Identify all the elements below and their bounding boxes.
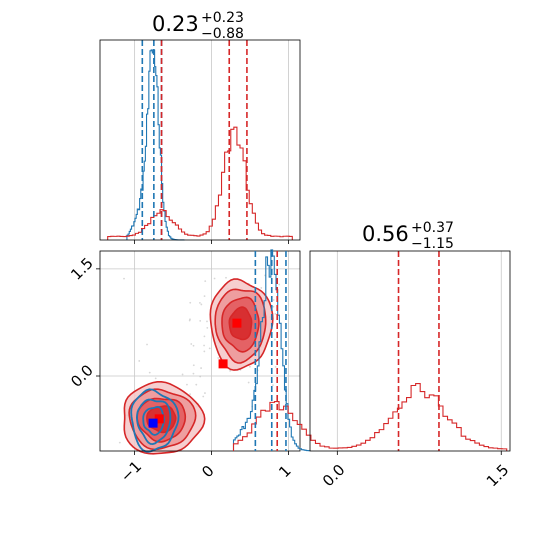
sample-point <box>213 277 216 280</box>
sample-point <box>203 295 206 298</box>
sample-point <box>206 320 208 323</box>
sample-point <box>208 347 211 350</box>
tick-label-joint-x-1: 0 <box>198 462 217 481</box>
sample-point <box>200 367 202 369</box>
marginal-param-2-ticks: 0.0 1.5 <box>319 451 513 490</box>
histogram-blue-param-1 <box>126 49 186 241</box>
marginal-param-2-quantile-lines <box>254 251 440 451</box>
sample-point <box>123 277 125 280</box>
marginal-param-2-grid <box>336 251 502 451</box>
marginal-histogram-param-1: 0.23 +0.23 −0.88 <box>99 10 301 244</box>
sample-point <box>189 393 191 396</box>
marker-marker_red-1 <box>218 359 228 369</box>
sample-point <box>272 299 275 301</box>
sample-point <box>278 283 281 286</box>
marginal-param-2-frame <box>309 250 511 452</box>
contour-blue-level-1 <box>135 398 172 446</box>
joint-markers <box>148 318 242 428</box>
tick-label-right-x-1: 1.5 <box>483 461 513 491</box>
sample-point <box>274 365 277 368</box>
title-param-1-median: 0.23 <box>152 12 199 36</box>
histogram-red-param-1 <box>107 126 293 240</box>
sample-point <box>206 326 209 329</box>
sample-point <box>217 357 220 359</box>
sample-point <box>148 371 151 374</box>
sample-point <box>247 381 250 384</box>
sample-point <box>188 319 191 322</box>
sample-point <box>249 365 251 368</box>
marginal-histogram-param-2: 0.56 +0.37 −1.15 0.0 1.5 <box>232 220 513 490</box>
sample-point <box>203 350 206 353</box>
tick-label-joint-x-2: 1 <box>275 462 294 481</box>
joint-frame <box>99 250 301 452</box>
sample-point <box>195 383 198 386</box>
sample-point <box>200 303 203 306</box>
sample-point <box>154 377 157 380</box>
marginal-param-1-frame <box>99 39 301 241</box>
sample-point <box>192 364 195 367</box>
sample-point <box>204 392 206 394</box>
marker-marker_blue-3 <box>148 418 158 428</box>
tick-label-joint-y-0: 0.0 <box>67 361 97 391</box>
marginal-param-2-histograms <box>232 249 508 452</box>
sample-point <box>199 319 202 322</box>
sample-point <box>199 375 202 378</box>
sample-point <box>274 312 277 315</box>
sample-point <box>260 287 263 289</box>
title-param-1-upper: +0.23 <box>201 10 244 26</box>
sample-point <box>181 373 184 376</box>
sample-point <box>190 343 193 345</box>
sample-point <box>138 360 141 362</box>
marginal-param-1-grid <box>134 40 289 240</box>
marker-marker_red-0 <box>232 318 242 328</box>
marginal-param-1-ticks <box>134 240 289 244</box>
sample-point <box>202 395 205 398</box>
histogram-blue-param-2 <box>232 249 311 452</box>
contour-blue-level-0 <box>130 388 180 453</box>
sample-point <box>192 344 195 347</box>
marginal-param-1-histograms <box>107 49 293 241</box>
tick-label-right-x-0: 0.0 <box>319 461 349 491</box>
histogram-red-param-2 <box>232 383 508 451</box>
sample-point <box>225 276 227 279</box>
sample-point <box>192 372 195 375</box>
title-param-1-lower: −0.88 <box>201 26 244 42</box>
joint-contour-panel: −1 0 1 0.0 1.5 <box>67 250 301 486</box>
marker-marker_red-2 <box>154 414 164 424</box>
marginal-param-1-quantile-lines <box>141 40 248 240</box>
sample-point <box>204 280 207 283</box>
tick-label-joint-x-0: −1 <box>117 457 145 485</box>
sample-point <box>146 343 148 346</box>
title-param-2-lower: −1.15 <box>411 236 454 252</box>
title-param-2-median: 0.56 <box>362 222 409 246</box>
sample-point <box>273 338 276 341</box>
sample-point <box>203 344 205 347</box>
contour-blue-level-2 <box>142 405 165 436</box>
sample-point <box>189 301 192 304</box>
sample-point <box>203 335 206 338</box>
sample-point <box>272 384 274 387</box>
sample-point <box>229 370 232 372</box>
sample-point <box>198 301 201 304</box>
tick-label-joint-y-1: 1.5 <box>67 254 97 284</box>
sample-point <box>272 305 275 308</box>
title-param-2-upper: +0.37 <box>411 220 454 236</box>
sample-point <box>118 441 121 444</box>
sample-point <box>186 383 188 386</box>
